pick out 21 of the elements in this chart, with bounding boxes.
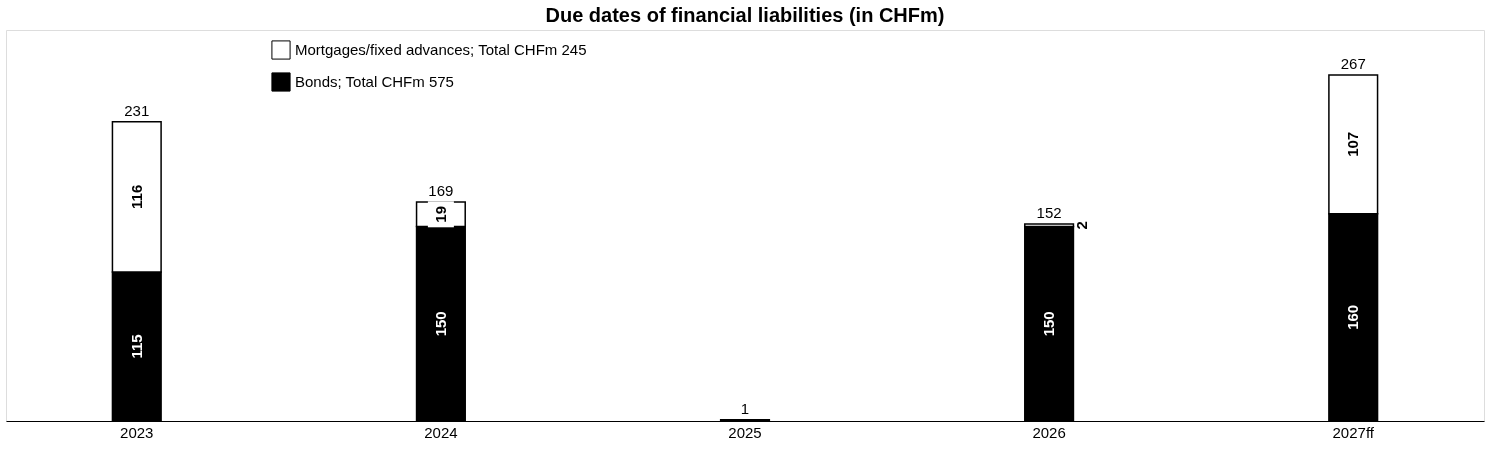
data-label: 115 (127, 334, 145, 359)
data-label: 150 (1040, 311, 1058, 337)
x-tick-label: 2025 (728, 423, 762, 441)
total-label: 231 (124, 101, 150, 119)
legend-label: Mortgages/fixed advances; Total CHFm 245 (295, 41, 587, 58)
data-label: 2 (1073, 221, 1091, 230)
total-label: 169 (428, 181, 454, 199)
chart-title: Due dates of financial liabilities (in CHFm) (545, 4, 945, 26)
data-label: 160 (1344, 304, 1362, 330)
total-label: 152 (1036, 204, 1062, 222)
data-label: 150 (431, 311, 449, 337)
x-tick-label: 2027ff (1332, 423, 1375, 441)
legend-label: Bonds; Total CHFm 575 (295, 73, 454, 90)
x-tick-label: 2023 (120, 423, 154, 441)
total-label: 1 (740, 399, 750, 417)
x-tick-label: 2024 (424, 423, 458, 441)
x-tick-label: 2026 (1032, 423, 1066, 441)
total-label: 267 (1340, 54, 1366, 72)
data-label: 19 (431, 205, 449, 223)
data-label: 116 (127, 184, 145, 209)
data-label: 107 (1344, 131, 1362, 157)
